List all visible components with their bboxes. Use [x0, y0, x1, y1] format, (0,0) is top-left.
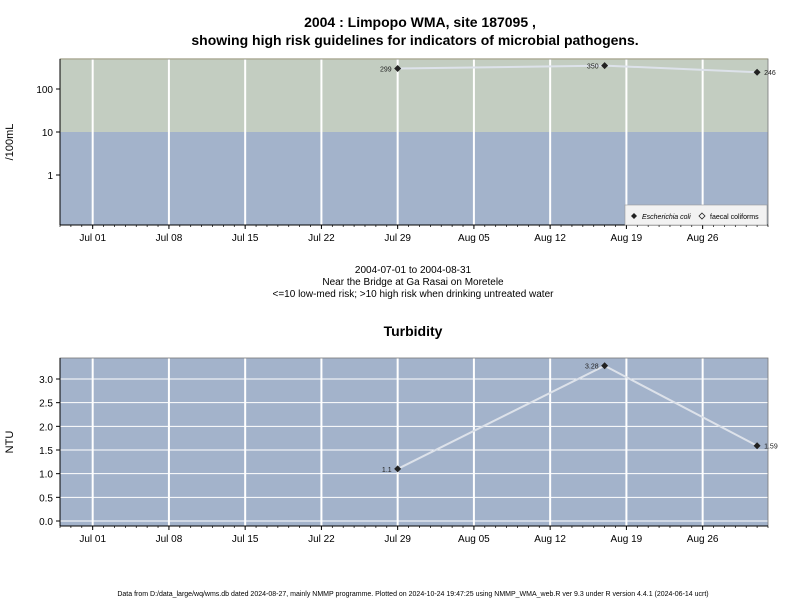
legend-marker-ecoli — [631, 213, 637, 219]
turbidity-y-tick-label: 1.5 — [39, 446, 53, 457]
date-range-caption: 2004-07-01 to 2004-08-31 — [355, 265, 472, 276]
risk-caption: <=10 low-med risk; >10 high risk when dr… — [273, 289, 555, 300]
microbial-data-point — [753, 68, 761, 76]
turbidity-data-label: 3.28 — [585, 364, 599, 371]
microbial-y-tick-label: 10 — [42, 128, 54, 139]
turbidity-data-point — [753, 442, 761, 450]
footer-note: Data from D:/data_large/wq/wms.db dated … — [117, 591, 708, 598]
high-risk-band — [60, 59, 768, 132]
microbial-x-tick-label: Jul 22 — [308, 233, 335, 244]
turbidity-x-tick-label: Aug 05 — [458, 534, 490, 545]
turbidity-y-tick-label: 3.0 — [39, 375, 53, 386]
chart-title-line2: showing high risk guidelines for indicat… — [191, 32, 638, 48]
legend-label-faecal: faecal coliforms — [710, 214, 759, 221]
site-caption: Near the Bridge at Ga Rasai on Moretele — [322, 277, 504, 288]
microbial-x-tick-label: Jul 15 — [232, 233, 259, 244]
turbidity-x-tick-label: Aug 12 — [534, 534, 566, 545]
microbial-x-tick-label: Aug 19 — [611, 233, 643, 244]
turbidity-x-tick-label: Jul 01 — [79, 534, 106, 545]
turbidity-data-label: 1.59 — [764, 444, 778, 451]
turbidity-data-point — [601, 362, 609, 370]
microbial-x-tick-label: Jul 29 — [384, 233, 411, 244]
microbial-panel: Jul 01 Jul 08 Jul 15 Jul 22 Jul 29 Aug 05 Aug … — [4, 58, 776, 244]
microbial-y-tick-label: 100 — [36, 85, 53, 96]
turbidity-y-tick-label: 2.0 — [39, 422, 53, 433]
microbial-y-axis-label: /100mL — [4, 124, 16, 161]
legend-box — [624, 204, 768, 226]
turbidity-x-tick-label: Jul 08 — [156, 534, 183, 545]
turbidity-title: Turbidity — [384, 323, 443, 339]
turbidity-y-tick-label: 0.0 — [39, 517, 53, 528]
turbidity-x-tick-label: Aug 26 — [687, 534, 719, 545]
turbidity-x-tick-label: Jul 29 — [384, 534, 411, 545]
chart-title-line1: 2004 : Limpopo WMA, site 187095 , — [304, 14, 536, 30]
turbidity-y-axis-label: NTU — [4, 431, 16, 454]
microbial-data-label: 350 — [587, 64, 599, 71]
turbidity-y-tick-label: 2.5 — [39, 399, 53, 410]
turbidity-x-tick-label: Jul 15 — [232, 534, 259, 545]
legend: Escherichia coli faecal coliforms — [624, 204, 768, 226]
turbidity-x-tick-label: Aug 19 — [611, 534, 643, 545]
microbial-data-point — [601, 62, 609, 70]
microbial-data-label: 299 — [380, 67, 392, 74]
microbial-x-tick-label: Jul 01 — [79, 233, 106, 244]
turbidity-data-label: 1.1 — [382, 467, 392, 474]
microbial-x-tick-label: Jul 08 — [156, 233, 183, 244]
turbidity-data-point — [394, 465, 402, 473]
legend-marker-faecal — [698, 212, 706, 220]
microbial-data-label: 246 — [764, 70, 776, 77]
microbial-data-point — [394, 65, 402, 73]
legend-label-ecoli: Escherichia coli — [642, 214, 691, 221]
microbial-x-tick-label: Aug 12 — [534, 233, 566, 244]
microbial-x-tick-label: Aug 05 — [458, 233, 490, 244]
turbidity-panel: Jul 01 Jul 08 Jul 15 Jul 22 Jul 29 Aug 05 Aug … — [4, 357, 778, 545]
turbidity-x-tick-label: Jul 22 — [308, 534, 335, 545]
turbidity-y-tick-label: 0.5 — [39, 493, 53, 504]
panel-background — [60, 358, 768, 526]
turbidity-y-tick-label: 1.0 — [39, 470, 53, 481]
microbial-x-tick-label: Aug 26 — [687, 233, 719, 244]
microbial-y-tick-label: 1 — [47, 171, 53, 182]
